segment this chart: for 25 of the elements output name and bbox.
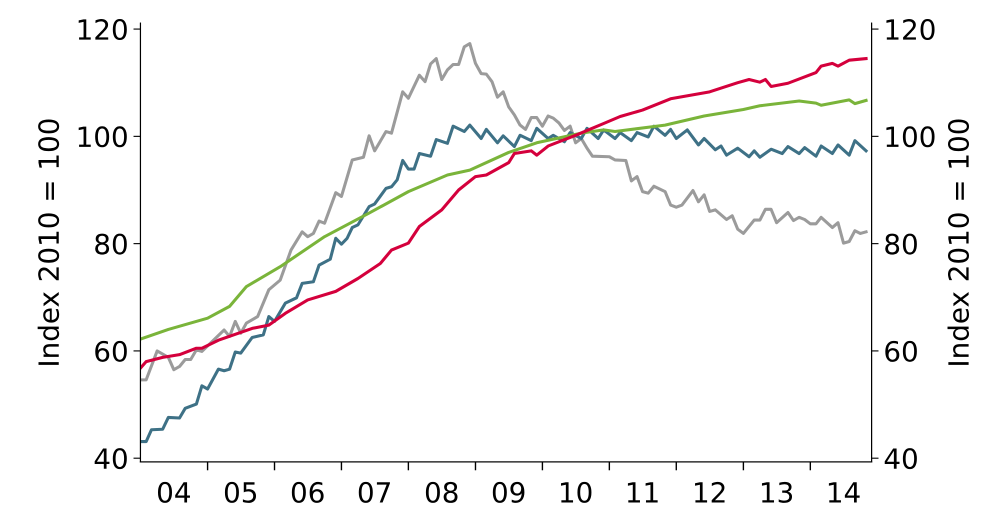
y-tick-label: 120	[78, 19, 127, 40]
x-tick-label: 04	[158, 482, 190, 503]
y-tick-label: 100	[78, 126, 127, 148]
y2-axis-title: Index 2010 = 100	[948, 119, 970, 365]
line-series	[140, 124, 868, 444]
y-tick-label: 80	[95, 234, 127, 255]
y2-tick-label: 80	[885, 234, 917, 255]
x-tick-label: 06	[292, 482, 324, 503]
x-tick-label: 12	[695, 482, 725, 503]
y-tick-label: 60	[95, 340, 127, 362]
y2-tick-label: 120	[886, 19, 935, 40]
x-tick-label: 13	[762, 482, 792, 503]
x-tick-label: 11	[628, 482, 658, 503]
x-tick-label: 14	[828, 482, 860, 503]
x-tick-label: 09	[492, 482, 524, 503]
y2-tick-label: 40	[884, 448, 917, 470]
y2-tick-label: 60	[885, 340, 917, 362]
y-axis-title: Index 2010 = 100	[38, 119, 60, 365]
line-series	[140, 98, 868, 341]
x-tick-label: 05	[224, 482, 256, 503]
y-tick-label: 40	[94, 448, 127, 470]
y2-tick-label: 100	[886, 126, 935, 148]
x-tick-label: 07	[358, 482, 390, 503]
x-tick-label: 10	[560, 482, 592, 503]
x-tick-label: 08	[426, 482, 458, 503]
